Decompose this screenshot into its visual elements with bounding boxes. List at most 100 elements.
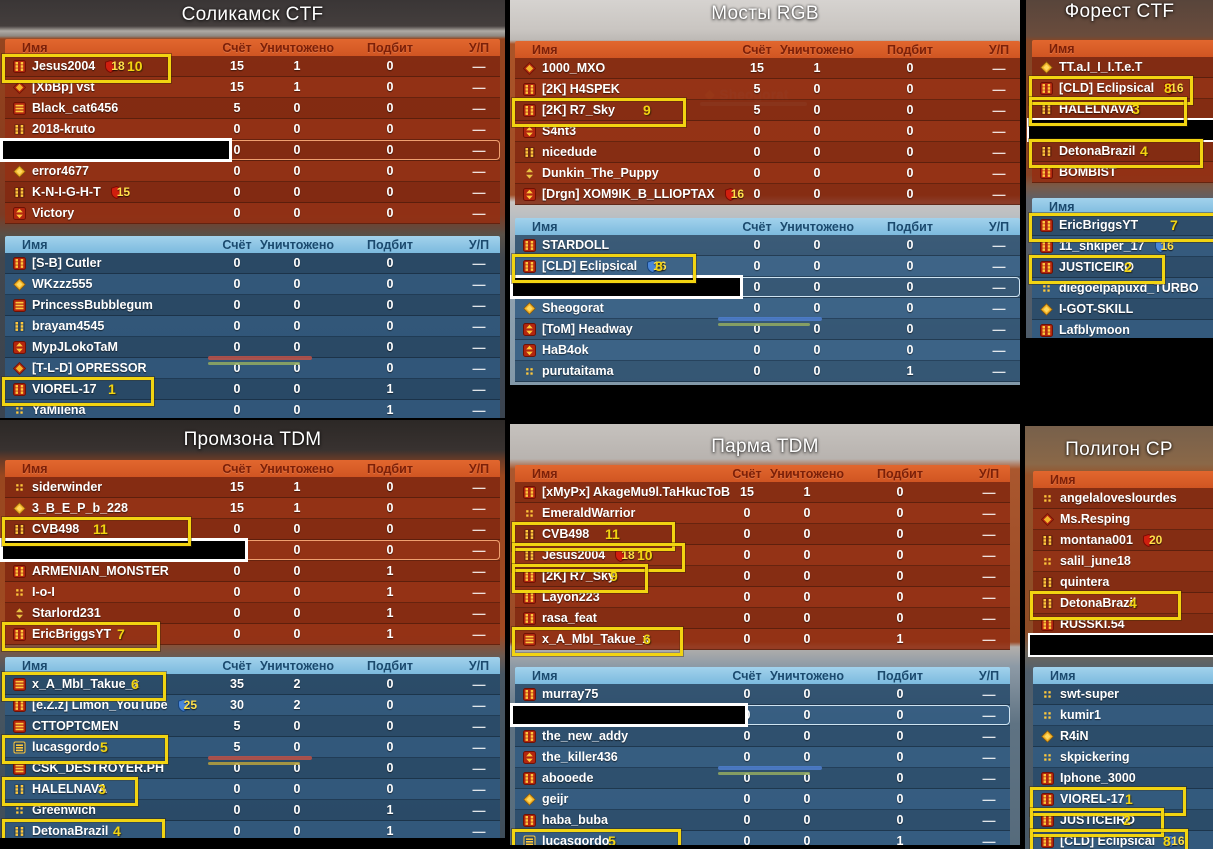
player-row: DetonaBrazil 4 (1030, 591, 1213, 620)
player-name-cell: CVB498 11 (2, 517, 202, 546)
player-row: murray75 0 0 0 — (515, 684, 1010, 705)
kd-ratio-cell: — (992, 144, 1006, 160)
column-header-2: Уничтожено (259, 658, 335, 673)
red-dots-rank-icon (523, 771, 536, 785)
column-header-4: У/П (468, 237, 490, 252)
destroyed-cell: 0 (803, 611, 811, 625)
gold-diamond-rank-icon (1040, 60, 1053, 74)
red-dots-rank-icon (1040, 323, 1053, 337)
annotation-number: 8 (655, 258, 663, 274)
kd-ratio-cell: — (982, 526, 996, 542)
kd-ratio-cell: — (982, 728, 996, 744)
player-name-cell: rasa_feat (515, 611, 712, 625)
player-row: PrincessBubblegum 0 0 0 — (5, 295, 500, 316)
destroyed-cell: 0 (293, 761, 301, 775)
kd-ratio-cell: — (472, 760, 486, 776)
column-header-1: Счёт (732, 466, 762, 481)
player-row: I-GOT-SKILL (1032, 299, 1213, 320)
destroyed-cell: 0 (293, 403, 301, 417)
score-cell: 0 (743, 590, 751, 604)
hit-cell: 0 (386, 164, 394, 178)
player-row: haba_buba 0 0 0 — (515, 810, 1010, 831)
player-name-cell: 3_B_E_P_b_228 (5, 501, 202, 515)
player-name: WKzzz555 (32, 277, 93, 291)
player-row: VIOREL-17 1 (1030, 787, 1213, 816)
hit-cell: 0 (386, 340, 394, 354)
level-badge-number: 15 (116, 185, 131, 199)
score-cell: 0 (233, 564, 241, 578)
background-health-bars (208, 756, 312, 767)
player-name: CVB498 (542, 527, 590, 541)
score-cell: 0 (233, 185, 241, 199)
destroyed-cell: 0 (803, 792, 811, 806)
destroyed-cell: 0 (803, 771, 811, 785)
player-name: x_A_MbI_Takue_x (32, 677, 140, 691)
level-badge-number: 20 (1148, 533, 1163, 547)
player-name: DetonaBrazil (1060, 596, 1137, 610)
score-cell: 0 (233, 298, 241, 312)
gold-dots-rank-icon (13, 320, 26, 333)
player-name: [2K] R7_Sky (542, 569, 615, 583)
player-name: CSK_DESTROYER.PH (32, 761, 164, 775)
column-header-row: Имя Счёт Уничтожено Подбит У/П (5, 657, 500, 674)
destroyed-cell: 0 (293, 564, 301, 578)
player-row: rasa_feat 0 0 0 — (515, 608, 1010, 629)
score-cell: 0 (233, 382, 241, 396)
kd-ratio-cell: — (982, 568, 996, 584)
player-row: 2018-kruto 0 0 0 — (5, 119, 500, 140)
player-name-cell: 2018-kruto (5, 122, 202, 136)
player-name-cell: [CLD] Eclipsical 16 8 (512, 254, 722, 283)
annotation-number: 5 (100, 739, 108, 755)
annotation-box (512, 564, 648, 593)
column-header-4: У/П (988, 42, 1010, 57)
player-name: [CLD] Eclipsical (1059, 81, 1155, 95)
kd-ratio-cell: — (472, 255, 486, 271)
hit-cell: 0 (906, 301, 914, 315)
player-row: error4677 0 0 0 — (5, 161, 500, 182)
player-name-cell: purutaitama (515, 364, 722, 378)
gold-dots-rank-icon (1041, 597, 1054, 610)
annotation-box (2, 54, 171, 83)
level-badge-red: 20 (1142, 533, 1163, 547)
player-name: CVB498 (32, 522, 80, 536)
destroyed-cell: 0 (293, 340, 301, 354)
score-cell: 15 (230, 480, 244, 494)
hit-cell: 0 (386, 80, 394, 94)
player-row: Black_cat6456 5 0 0 — (5, 98, 500, 119)
gold-dots-sm-rank-icon (1041, 492, 1054, 505)
player-name-cell: BOMBIST (1032, 165, 1213, 179)
column-header-4: У/П (468, 40, 490, 55)
column-header-1: Счёт (222, 658, 252, 673)
panel-parma-tdm: Парма TDM Имя Счёт Уничтожено Подбит У/П [xMy… (510, 424, 1020, 845)
red-dots-rank-icon (1041, 771, 1054, 785)
player-row: lucasgordo 5 5 0 0— (2, 735, 500, 764)
level-badge-red: 18 (105, 59, 125, 73)
hit-cell: 0 (896, 485, 904, 499)
destroyed-cell: 0 (293, 164, 301, 178)
kd-ratio-cell: — (472, 500, 486, 516)
score-cell: 0 (233, 522, 241, 536)
player-row: HaB4ok 0 0 0 — (515, 340, 1020, 361)
red-dots-rank-icon (523, 103, 536, 117)
destroyed-cell: 0 (293, 803, 301, 817)
player-name-cell: the_killer436 (515, 750, 712, 764)
destroyed-cell: 1 (293, 480, 301, 494)
destroyed-cell: 0 (803, 708, 811, 722)
red-grill-rank-icon (13, 719, 26, 733)
player-row: lucasgordo 5 0 0 1 — (512, 829, 1010, 845)
player-row: Victory 0 0 0 — (5, 203, 500, 224)
annotation-box (1030, 829, 1188, 849)
level-badge-red: 16 (1164, 81, 1184, 95)
annotation-number: 9 (610, 568, 618, 584)
column-header-1: Счёт (222, 461, 252, 476)
hit-cell: 0 (386, 677, 394, 691)
player-name: Layon223 (542, 590, 600, 604)
kd-ratio-cell: — (992, 237, 1006, 253)
annotation-box (1030, 787, 1186, 816)
censor-bar (0, 138, 232, 162)
gold-dots-rank-icon (523, 528, 536, 541)
destroyed-cell: 0 (293, 719, 301, 733)
player-name-cell: CTTOPTCMEN (5, 719, 202, 733)
player-row: purutaitama 0 0 1 — (515, 361, 1020, 382)
